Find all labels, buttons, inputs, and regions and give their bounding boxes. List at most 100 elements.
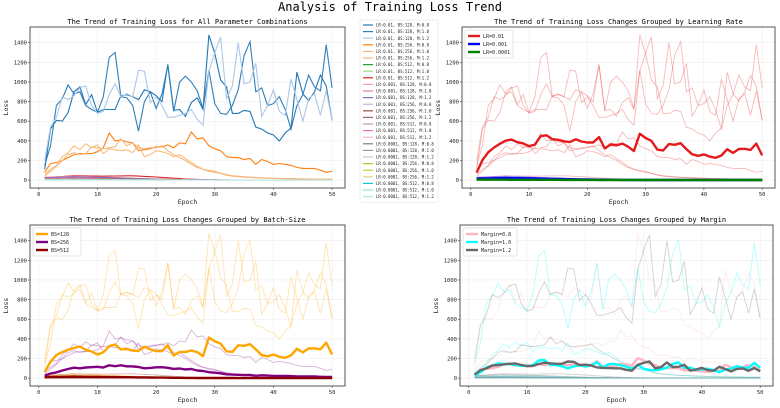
group-run-line (44, 237, 333, 364)
group-run-line (474, 373, 761, 379)
y-tick-label: 0 (454, 376, 457, 382)
y-axis-label: Loss (432, 298, 440, 314)
plot-area (43, 232, 334, 380)
legend-label: LR:0.01, BS:512, M:1.2 (376, 75, 430, 80)
legend-label: BS=256 (51, 240, 69, 246)
y-tick-label: 800 (17, 298, 27, 304)
x-tick-label: 40 (699, 390, 706, 396)
y-tick-label: 400 (449, 139, 459, 145)
group-run-line (474, 376, 761, 379)
group-mean-line (475, 132, 764, 174)
axes-frame (459, 224, 774, 387)
y-tick-label: 0 (456, 178, 459, 184)
x-tick-label: 40 (270, 390, 277, 396)
y-tick-label: 0 (24, 376, 27, 382)
group-mean-line (44, 364, 333, 379)
legend-label: LR:0.0001, BS:256, M:1.2 (376, 174, 434, 179)
y-tick-label: 200 (17, 159, 27, 165)
axes-frame (29, 26, 346, 189)
legend-label: LR:0.01, BS:512, M:0.8 (376, 62, 430, 67)
x-tick-label: 50 (329, 390, 336, 396)
y-tick-label: 200 (447, 357, 457, 363)
group-run-line (44, 234, 333, 359)
legend-label: Margin=0.8 (481, 232, 511, 238)
series-line (44, 143, 333, 180)
y-tick-label: 1000 (14, 278, 27, 284)
series-line (44, 36, 333, 161)
group-run-line (474, 374, 761, 379)
x-tick-label: 10 (94, 390, 101, 396)
legend-label: LR:0.001, BS:512, M:1.2 (376, 135, 432, 140)
group-run-line (474, 376, 761, 379)
x-tick-label: 0 (37, 390, 40, 396)
x-tick-label: 10 (524, 390, 531, 396)
y-tick-label: 200 (17, 357, 27, 363)
series-line (44, 131, 333, 173)
y-tick-label: 0 (24, 178, 27, 184)
legend: LR:0.01, BS:128, M:0.8LR:0.01, BS:128, M… (359, 19, 439, 203)
y-tick-label: 400 (447, 337, 457, 343)
group-run-line (44, 232, 333, 368)
x-tick-label: 20 (153, 192, 160, 198)
legend-label: LR:0.01, BS:128, M:0.8 (376, 23, 430, 28)
x-tick-label: 40 (701, 192, 708, 198)
group-mean-line (473, 360, 761, 376)
legend-label: LR:0.0001, BS:128, M:1.2 (376, 155, 434, 160)
series-line (44, 39, 333, 166)
x-tick-label: 30 (642, 192, 649, 198)
y-tick-label: 1200 (446, 60, 459, 66)
legend-label: LR:0.001, BS:256, M:0.8 (376, 102, 432, 107)
y-tick-label: 1200 (14, 60, 27, 66)
legend-label: LR:0.001, BS:128, M:0.8 (376, 82, 432, 87)
legend-label: Margin=1.0 (481, 240, 511, 246)
legend-label: LR:0.0001, BS:512, M:1.0 (376, 188, 434, 193)
x-tick-label: 0 (467, 390, 470, 396)
group-run-line (476, 131, 763, 173)
y-tick-label: 800 (449, 100, 459, 106)
legend-label: LR:0.0001, BS:128, M:1.0 (376, 148, 434, 153)
x-tick-label: 30 (640, 390, 647, 396)
legend-label: LR:0.01, BS:256, M:1.2 (376, 56, 430, 61)
x-tick-label: 30 (211, 192, 218, 198)
y-tick-label: 1400 (446, 41, 459, 47)
group-run-line (476, 138, 763, 180)
y-tick-label: 1400 (444, 239, 457, 245)
plot-area (473, 232, 761, 379)
x-axis-label: Epoch (607, 396, 627, 404)
group-run-line (44, 341, 333, 378)
legend-label: LR:0.0001, BS:256, M:0.8 (376, 161, 434, 166)
y-tick-label: 1000 (14, 80, 27, 86)
y-tick-label: 800 (17, 100, 27, 106)
x-axis-label: Epoch (609, 198, 629, 206)
subplot-title: The Trend of Training Loss Changes Group… (494, 18, 743, 26)
y-axis-label: Loss (2, 100, 10, 116)
legend-label: BS=512 (51, 248, 69, 254)
group-run-line (476, 143, 763, 180)
y-tick-label: 1000 (444, 278, 457, 284)
subplot-4: 0 10 20 30 40 50 0 200 400 600 800 1000 1200 1400 The … (432, 216, 774, 404)
axes-frame (461, 26, 776, 189)
group-run-line (474, 376, 761, 379)
group-run-line (476, 36, 763, 161)
axes-frame (29, 224, 346, 387)
legend-label: LR:0.001, BS:512, M:1.0 (376, 128, 432, 133)
x-tick-label: 50 (329, 192, 336, 198)
y-tick-label: 1000 (446, 80, 459, 86)
x-axis-label: Epoch (178, 396, 198, 404)
y-tick-label: 1200 (444, 258, 457, 264)
legend-label: LR:0.001, BS:256, M:1.2 (376, 115, 432, 120)
legend: Margin=0.8 Margin=1.0 Margin=1.2 (462, 227, 518, 257)
subplot-2: 0 10 20 30 40 50 0 200 400 600 800 1000 1200 1400 The … (434, 18, 776, 206)
legend-label: LR:0.0001, BS:512, M:0.8 (376, 181, 434, 186)
legend-label: LR:0.0001, BS:256, M:1.0 (376, 168, 434, 173)
legend-label: BS=128 (51, 232, 69, 238)
x-tick-label: 10 (94, 192, 101, 198)
legend-label: LR:0.001, BS:256, M:1.0 (376, 108, 432, 113)
y-tick-label: 1400 (14, 41, 27, 47)
x-tick-label: 30 (211, 390, 218, 396)
x-tick-label: 50 (757, 390, 764, 396)
group-run-line (474, 374, 761, 379)
y-tick-label: 200 (449, 159, 459, 165)
group-run-line (474, 375, 761, 379)
group-run-line (474, 375, 761, 379)
